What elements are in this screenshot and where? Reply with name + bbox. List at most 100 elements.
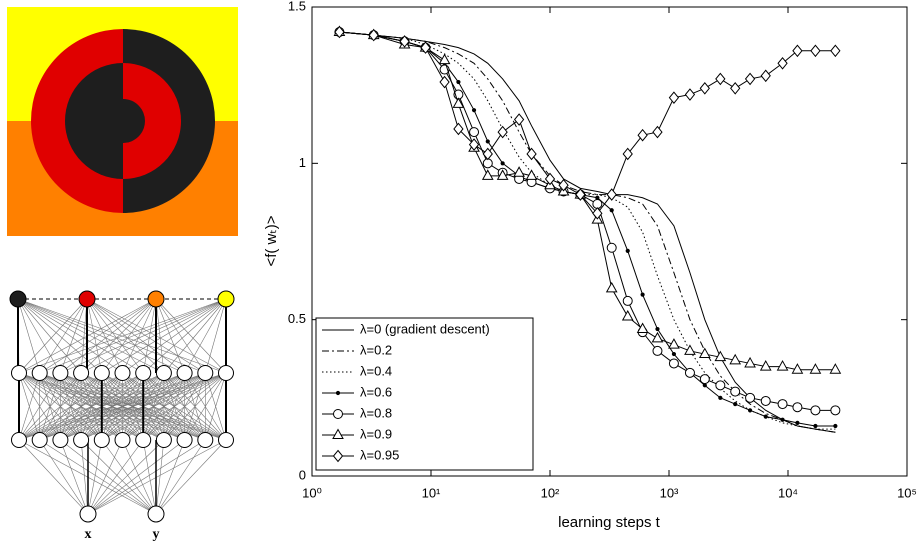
output-node [9,290,27,308]
marker [652,345,663,356]
marker [714,350,727,362]
y-tick-label: 1 [299,155,306,170]
connection [18,372,227,441]
core-right [123,99,145,143]
hidden-node [218,365,234,381]
marker [760,69,771,83]
marker [810,44,821,58]
marker [526,147,537,161]
hidden-node [52,365,69,381]
marker [605,281,618,293]
marker [637,128,648,142]
y-axis-label: <f( wₜ)> [263,215,280,266]
hidden-node [93,432,110,448]
connection [155,298,227,374]
connection [101,439,157,515]
connection [155,298,206,374]
connection [86,298,123,374]
connection [86,298,144,374]
legend-label: λ=0.95 [360,447,399,462]
connection [80,298,227,374]
marker [702,383,707,388]
connection [80,298,157,374]
connection [122,372,227,441]
connection [87,439,103,515]
marker [730,82,741,95]
marker [471,108,477,113]
marker [438,53,451,65]
connection [18,372,206,441]
marker [698,347,711,359]
inner-right [123,63,181,179]
output-node [147,290,165,308]
marker [715,380,726,391]
marker [335,390,341,396]
marker [791,363,804,374]
marker [513,166,525,177]
hidden-node [155,432,172,448]
marker [625,248,630,253]
marker [668,91,680,104]
connection [39,372,227,441]
connection [155,298,185,374]
marker [592,207,603,220]
marker [640,292,645,297]
connection [163,372,227,441]
hidden-node [114,365,131,381]
hidden-node [93,365,110,381]
hidden-node [31,432,48,448]
x-tick-label: 10¹ [422,485,441,500]
y-tick-label: 0 [299,467,306,482]
connection [60,298,157,374]
connection [101,298,157,374]
marker [606,242,617,253]
hidden-node [11,365,27,381]
hidden-node [197,365,214,381]
series-line [339,31,836,215]
connection [205,372,227,441]
marker [399,35,410,48]
marker [715,72,726,86]
connection [18,439,89,515]
hidden-node [73,432,90,448]
marker [469,127,480,138]
chart: 10⁰ 10¹ 10² 10³ 10⁴ 10⁵ 0 0.5 1 1.5 λ=0 (gradient … [288,0,917,500]
pattern-image [7,7,238,236]
connection [18,372,102,441]
connection [101,298,227,374]
marker [609,208,614,213]
series-line [339,31,836,433]
marker [468,138,480,151]
hidden-node [11,432,27,448]
connection [87,439,185,515]
hidden-node [155,365,172,381]
connection [17,298,61,374]
connection [18,372,40,441]
y-tick-label: 1.5 [288,0,306,13]
marker [759,360,772,371]
connection [18,372,61,441]
connection [18,372,123,441]
connection [60,298,88,374]
x-tick-label: 10⁴ [778,485,798,500]
connection [155,439,165,515]
input-node [79,505,97,523]
marker [830,44,841,58]
connection [17,298,123,374]
connection [17,298,40,374]
connection [87,439,165,515]
connection [155,298,165,374]
connection [87,439,144,515]
series-line [339,31,836,430]
connection [80,372,227,441]
marker [513,113,525,126]
marker [452,97,465,108]
marker [733,401,738,407]
connection [87,439,227,515]
marker [481,169,494,180]
legend-label: λ=0.6 [360,384,392,399]
x-tick-label: 10³ [660,485,679,500]
connection [17,298,144,374]
